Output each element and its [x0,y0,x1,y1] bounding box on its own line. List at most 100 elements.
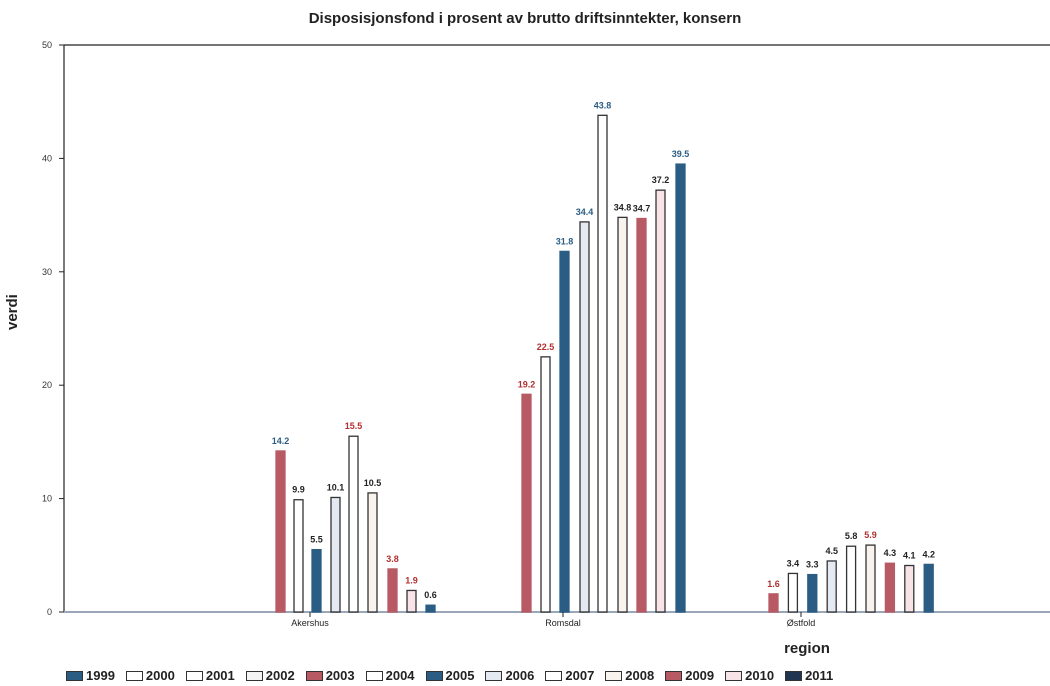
y-tick-label: 30 [42,267,52,277]
legend-swatch [785,670,803,681]
data-label: 5.8 [845,531,858,541]
bar [675,163,686,613]
data-label: 0.6 [424,590,437,600]
bar [768,593,779,613]
legend-label: 2006 [505,668,535,683]
legend-swatch [305,670,323,681]
legend-swatch [365,670,383,681]
bar [559,250,570,613]
bar [807,573,818,613]
data-label: 43.8 [594,100,612,110]
bar [636,217,647,613]
data-label: 39.5 [672,149,690,159]
bar [865,544,876,613]
data-label: 4.3 [884,548,897,558]
data-label: 3.8 [386,554,399,564]
bar [826,560,837,613]
data-label: 5.9 [864,530,877,540]
data-label: 4.5 [825,546,838,556]
legend-swatch [665,670,683,681]
legend-item: 2007 [545,668,594,683]
data-label: 5.5 [310,535,323,545]
bar [348,435,359,613]
data-label: 4.1 [903,551,916,561]
legend-item: 2000 [125,668,175,683]
y-tick-label: 10 [42,494,52,504]
legend-label: 2008 [625,668,655,683]
data-label: 31.8 [556,236,574,246]
x-tick-label: Romsdal [545,618,581,628]
legend-swatch [185,670,203,681]
bar [923,563,934,613]
data-label: 10.5 [364,478,382,488]
bar [617,216,628,613]
legend-swatch [725,670,743,681]
bar [597,114,608,613]
data-label: 34.7 [633,204,651,214]
bar [367,492,378,613]
legend-item: 2003 [305,668,355,683]
legend-swatch [425,670,443,681]
x-tick-label: Akershus [291,618,329,628]
data-label: 3.3 [806,560,819,570]
legend-label: 2001 [205,668,235,683]
data-label: 1.6 [767,579,780,589]
bar [275,450,286,613]
data-label: 10.1 [327,482,345,492]
legend-item: 2002 [245,668,295,683]
bar [425,604,436,613]
legend-item: 2005 [425,668,475,683]
legend-label: 2009 [685,668,715,683]
bar [579,221,590,613]
legend-label: 2011 [805,668,834,683]
chart-title: Disposisjonsfond i prosent av brutto dri… [308,10,742,27]
data-label: 9.9 [292,485,305,495]
legend-item: 1999 [66,668,115,683]
legend-item: 2009 [665,668,714,683]
data-label: 34.4 [576,207,594,217]
y-tick-label: 0 [47,607,52,617]
bar [387,568,398,613]
bar [787,572,799,613]
bar [293,499,304,613]
legend-label: 2005 [445,668,475,683]
legend-label: 2007 [565,668,595,683]
bar [406,589,417,613]
data-label: 4.2 [922,549,935,559]
y-tick-label: 50 [42,40,52,50]
legend-item: 2008 [605,668,654,683]
legend-label: 1999 [86,668,115,683]
legend-label: 2004 [385,668,415,683]
bar [521,393,532,613]
legend-swatch [66,670,83,681]
legend-item: 2001 [185,668,235,683]
data-label: 22.5 [537,342,555,352]
x-axis-title: region [784,640,830,657]
data-label: 14.2 [272,436,290,446]
legend-swatch [125,670,143,681]
legend-swatch [545,670,563,681]
bar [330,496,341,613]
legend: 1999 2000 2001 2002 2003 2004 2005 2006 2007 2008… [66,668,833,683]
legend-label: 2010 [745,668,775,683]
bar [884,562,896,613]
legend-item: 2006 [485,668,534,683]
y-tick-label: 20 [42,380,52,390]
legend-label: 2000 [145,668,175,683]
data-label: 15.5 [345,421,363,431]
bar [540,356,551,613]
legend-swatch [245,670,263,681]
data-label: 19.2 [518,379,536,389]
data-label: 34.8 [614,202,632,212]
legend-swatch [485,670,503,681]
bar [655,189,666,613]
legend-label: 2003 [325,668,355,683]
bar [904,564,915,613]
y-tick-label: 40 [42,153,52,163]
data-label: 3.4 [787,558,800,568]
legend-label: 2002 [265,668,295,683]
bar [311,548,322,613]
legend-item: 2004 [365,668,415,683]
bar [845,545,857,613]
